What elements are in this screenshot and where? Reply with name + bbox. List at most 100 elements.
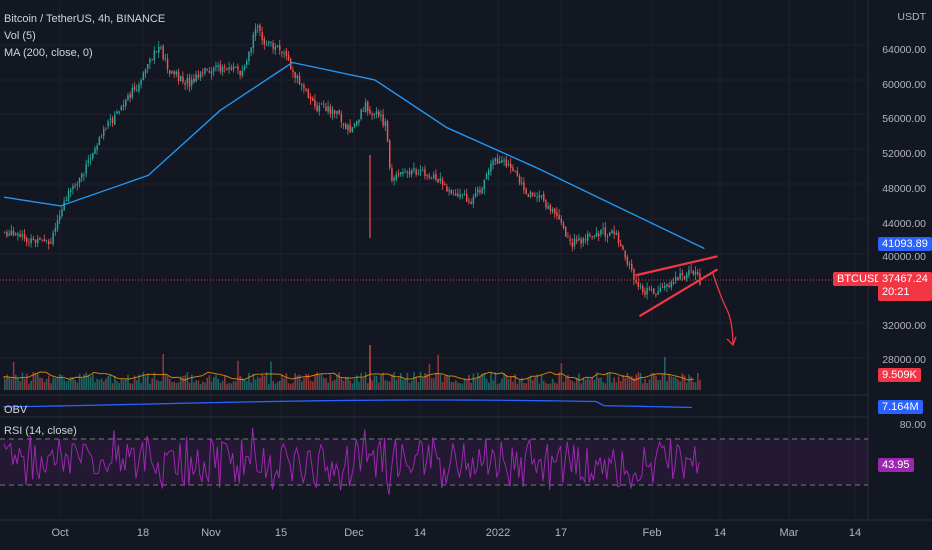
candle-body xyxy=(138,84,140,92)
time-tick: Dec xyxy=(344,527,364,539)
candle-body xyxy=(415,169,417,175)
candle-body xyxy=(384,121,387,126)
obv-value-tag: 7.164M xyxy=(878,400,923,414)
volume-bar xyxy=(560,363,563,390)
volume-bar xyxy=(173,381,175,390)
volume-bar xyxy=(646,383,648,390)
volume-bar xyxy=(512,381,514,390)
volume-bar xyxy=(294,373,296,390)
candle-body xyxy=(386,121,389,141)
candle-body xyxy=(428,175,431,178)
candle-body xyxy=(312,98,314,101)
candle-body xyxy=(329,106,332,114)
volume-bar xyxy=(316,372,318,390)
obv-indicator-label[interactable]: OBV xyxy=(4,404,28,416)
candle-body xyxy=(153,50,156,60)
candle-body xyxy=(210,71,213,75)
candle-body xyxy=(463,193,466,195)
volume-bar xyxy=(45,379,48,390)
candle-body xyxy=(67,190,70,202)
candle-body xyxy=(659,287,662,292)
candle-body xyxy=(444,183,446,186)
rsi-indicator-label[interactable]: RSI (14, close) xyxy=(4,425,77,437)
candle-body xyxy=(188,77,191,87)
volume-bar xyxy=(131,383,134,390)
candle-body xyxy=(380,114,382,116)
candle-body xyxy=(175,71,178,75)
wedge-upper-line xyxy=(635,255,718,277)
volume-bar xyxy=(250,382,252,390)
candle-body xyxy=(94,148,96,154)
candle-body xyxy=(54,228,57,232)
volume-bar xyxy=(171,382,173,390)
volume-bar xyxy=(565,376,567,390)
candle-body xyxy=(323,104,325,106)
candle-body xyxy=(375,111,378,115)
candle-body xyxy=(347,125,349,131)
volume-bar xyxy=(103,381,105,390)
volume-bar xyxy=(125,378,127,390)
volume-bar xyxy=(259,378,261,390)
volume-bar xyxy=(345,376,347,390)
volume-bar xyxy=(239,375,241,390)
volume-bar xyxy=(595,372,598,390)
candle-body xyxy=(650,288,653,290)
currency-label[interactable]: USDT xyxy=(897,11,926,23)
volume-bar xyxy=(274,383,277,390)
volume-bar xyxy=(349,380,351,390)
candle-body xyxy=(144,69,147,74)
ma-indicator-label[interactable]: MA (200, close, 0) xyxy=(4,47,93,59)
candle-body xyxy=(107,121,109,127)
candle-body xyxy=(587,233,589,241)
volume-bar xyxy=(327,382,329,390)
candle-body xyxy=(232,66,235,70)
volume-bar xyxy=(417,382,420,390)
volume-bar xyxy=(76,382,79,390)
volume-bar xyxy=(419,372,422,390)
candle-body xyxy=(4,231,6,233)
volume-bar xyxy=(411,380,413,390)
candle-body xyxy=(162,46,164,60)
volume-indicator-label[interactable]: Vol (5) xyxy=(4,30,36,42)
volume-bar xyxy=(408,382,411,390)
volume-bar xyxy=(109,373,112,390)
rsi-band-fill xyxy=(0,439,868,485)
volume-bar xyxy=(243,380,246,390)
candle-body xyxy=(494,158,497,162)
volume-bar xyxy=(545,382,547,390)
candle-body xyxy=(48,240,50,245)
candle-body xyxy=(606,236,609,238)
volume-bar xyxy=(375,375,378,390)
candle-body xyxy=(265,44,268,46)
candle-body xyxy=(479,190,481,193)
volume-bar xyxy=(573,382,576,390)
volume-bar xyxy=(281,375,283,390)
candle-body xyxy=(116,111,118,114)
candle-body xyxy=(613,231,615,234)
chart-title[interactable]: Bitcoin / TetherUS, 4h, BINANCE xyxy=(4,13,166,25)
candle-body xyxy=(492,160,494,165)
volume-bar xyxy=(305,374,307,390)
candle-body xyxy=(602,228,604,229)
volume-bar xyxy=(208,375,211,390)
candle-body xyxy=(525,189,527,194)
volume-bar xyxy=(547,383,549,390)
volume-bar xyxy=(694,382,697,390)
volume-bar xyxy=(666,381,668,390)
candle-body xyxy=(76,184,79,186)
candle-body xyxy=(301,84,303,86)
candle-body xyxy=(578,237,580,240)
volume-bar xyxy=(296,375,299,390)
volume-bar xyxy=(569,379,571,390)
candle-body xyxy=(142,72,145,81)
volume-bar xyxy=(21,372,24,390)
candle-body xyxy=(631,263,633,270)
volume-bar xyxy=(19,381,21,390)
candle-body xyxy=(437,179,439,183)
volume-bar xyxy=(215,374,217,390)
candle-body xyxy=(65,199,68,201)
candle-body xyxy=(477,189,479,193)
candle-body xyxy=(417,172,420,174)
volume-bar xyxy=(26,373,28,390)
